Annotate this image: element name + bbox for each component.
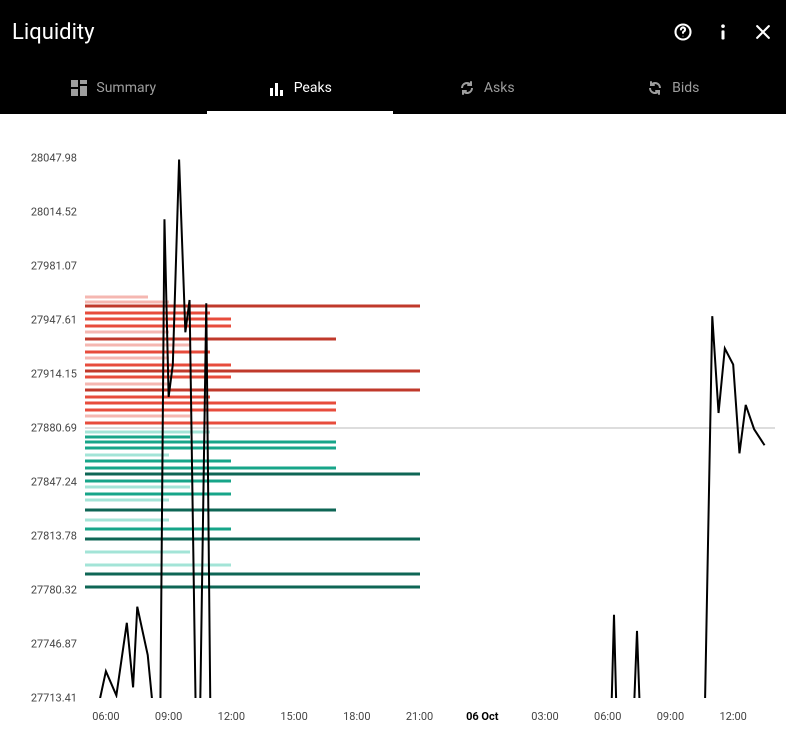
x-tick-label: 18:00 [343,710,370,723]
tab-summary[interactable]: Summary [20,64,207,114]
x-tick-label: 06:00 [594,710,621,723]
bars-icon [268,79,286,97]
tab-peaks[interactable]: Peaks [207,64,394,114]
help-icon[interactable] [672,21,694,43]
x-tick-label: 21:00 [406,710,433,723]
tab-asks[interactable]: Asks [393,64,580,114]
header-actions [672,21,774,43]
refresh-icon-2 [646,79,664,97]
refresh-icon [458,79,476,97]
tab-label: Peaks [294,80,332,96]
x-tick-label: 15:00 [280,710,307,723]
x-tick-label: 09:00 [155,710,182,723]
liquidity-window: Liquidity Summary Peaks [0,0,786,732]
x-tick-label: 12:00 [218,710,245,723]
tab-label: Bids [672,80,699,96]
tabs: Summary Peaks Asks Bids [0,64,786,114]
header: Liquidity [0,0,786,64]
x-tick-label: 06:00 [92,710,119,723]
peaks-chart: 28047.9828014.5227981.0727947.6127914.15… [0,114,786,732]
x-tick-label: 09:00 [657,710,684,723]
close-icon[interactable] [752,21,774,43]
info-icon[interactable] [712,21,734,43]
x-tick-label: 03:00 [531,710,558,723]
page-title: Liquidity [12,20,95,45]
price-line [0,114,785,700]
tab-label: Summary [96,80,156,96]
dashboard-icon [70,79,88,97]
x-tick-label: 06 Oct [466,710,498,723]
tab-label: Asks [484,80,515,96]
tab-bids[interactable]: Bids [580,64,767,114]
x-tick-label: 12:00 [719,710,746,723]
